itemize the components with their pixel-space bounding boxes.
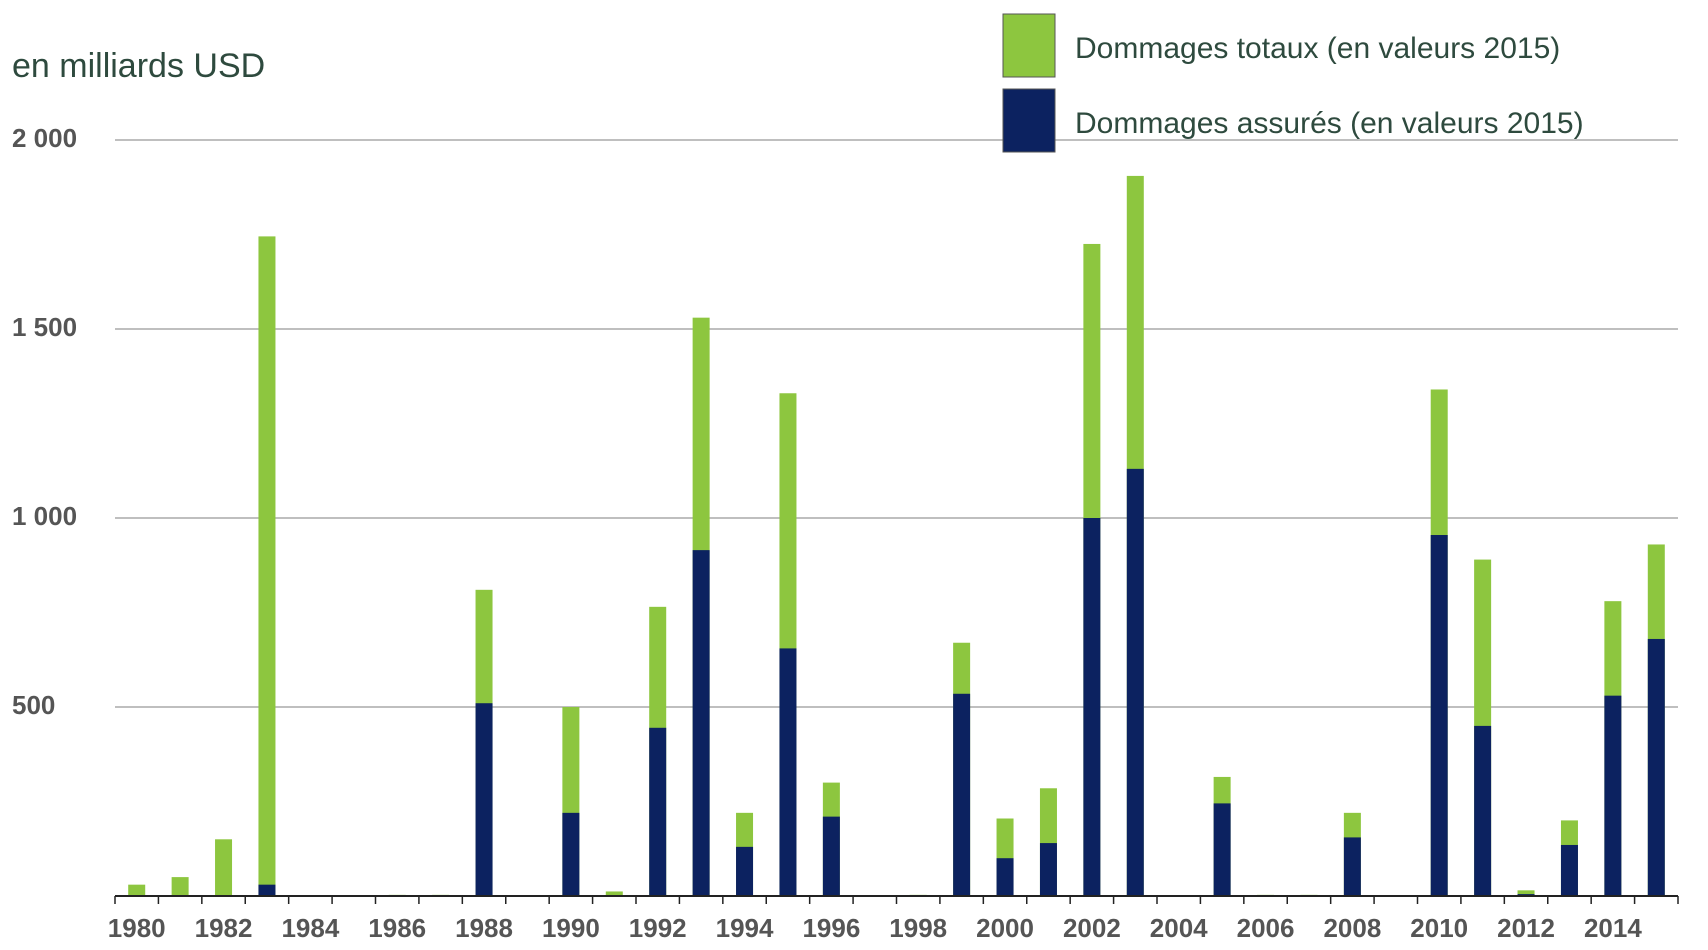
x-tick-label: 1982: [195, 913, 253, 943]
x-tick-label: 1988: [455, 913, 513, 943]
bar: [779, 648, 797, 896]
bar: [1039, 843, 1057, 896]
legend-swatch: [1002, 13, 1056, 78]
bar: [258, 236, 276, 896]
x-tick-label: 2014: [1584, 913, 1642, 943]
bar: [996, 858, 1014, 896]
bar: [128, 884, 146, 896]
x-tick-label: 2000: [976, 913, 1034, 943]
bar: [953, 693, 971, 896]
y-axis-label: en milliards USD: [12, 47, 265, 85]
x-tick-label: 1986: [368, 913, 426, 943]
bar: [1517, 890, 1535, 896]
x-tick-label: 2010: [1410, 913, 1468, 943]
legend-label: Dommages assurés (en valeurs 2015): [1075, 107, 1584, 140]
bar: [1213, 803, 1231, 896]
bar: [1560, 844, 1578, 896]
bar: [736, 846, 754, 896]
bar: [1647, 638, 1665, 896]
bar: [605, 891, 623, 896]
x-tick-label: 1990: [542, 913, 600, 943]
bar: [1604, 695, 1622, 896]
x-tick-label: 2006: [1237, 913, 1295, 943]
x-tick-label: 1992: [629, 913, 687, 943]
y-tick-label: 500: [12, 690, 55, 720]
bar: [1343, 837, 1361, 896]
x-tick-label: 2012: [1497, 913, 1555, 943]
bar: [475, 703, 493, 896]
x-tick-label: 2002: [1063, 913, 1121, 943]
x-tick-label: 1996: [802, 913, 860, 943]
x-tick-label: 2008: [1323, 913, 1381, 943]
bar: [692, 550, 710, 896]
legend-swatch: [1002, 88, 1056, 153]
x-tick-label: 1984: [281, 913, 339, 943]
x-tick-label: 1994: [716, 913, 774, 943]
bar: [258, 884, 276, 896]
bar: [1083, 518, 1101, 896]
legend-label: Dommages totaux (en valeurs 2015): [1075, 32, 1560, 65]
bar: [215, 839, 233, 896]
bar: [562, 812, 580, 896]
y-tick-label: 2 000: [12, 123, 77, 153]
bar: [822, 816, 840, 896]
bar: [1474, 725, 1492, 896]
bar: [1126, 468, 1144, 896]
x-tick-label: 2004: [1150, 913, 1208, 943]
bar: [171, 877, 189, 896]
y-tick-label: 1 000: [12, 501, 77, 531]
bar: [1430, 535, 1448, 896]
bar: [649, 727, 667, 896]
x-tick-label: 1998: [889, 913, 947, 943]
x-tick-label: 1980: [108, 913, 166, 943]
y-tick-label: 1 500: [12, 312, 77, 342]
